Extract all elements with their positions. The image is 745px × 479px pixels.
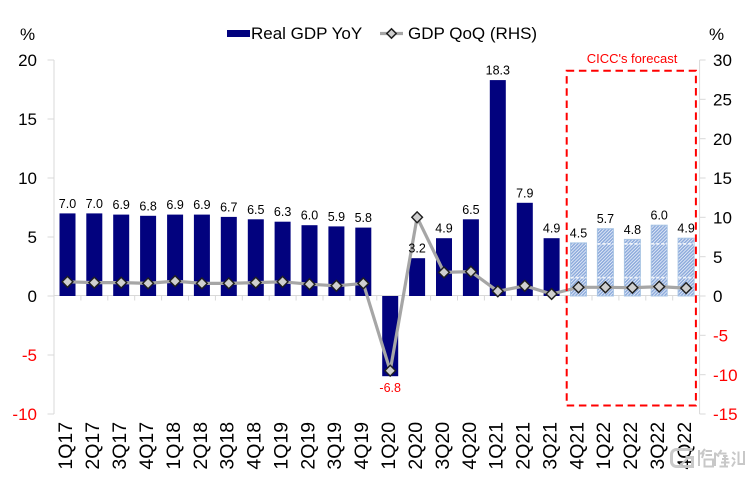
svg-text:3Q18: 3Q18 <box>217 422 239 470</box>
svg-text:-15: -15 <box>713 405 738 424</box>
svg-text:15: 15 <box>18 110 37 129</box>
svg-text:1Q20: 1Q20 <box>378 422 400 470</box>
svg-text:3Q20: 3Q20 <box>432 422 454 470</box>
svg-text:20: 20 <box>18 51 37 70</box>
svg-text:2Q20: 2Q20 <box>405 422 427 470</box>
svg-text:6.9: 6.9 <box>166 198 183 212</box>
svg-text:5: 5 <box>713 248 722 267</box>
svg-text:4.5: 4.5 <box>570 226 587 240</box>
svg-text:3Q19: 3Q19 <box>324 422 346 470</box>
svg-text:%: % <box>20 25 35 44</box>
svg-text:1Q18: 1Q18 <box>163 422 185 470</box>
svg-text:1Q22: 1Q22 <box>593 422 615 470</box>
svg-text:6.5: 6.5 <box>247 203 264 217</box>
svg-text:5.7: 5.7 <box>597 212 614 226</box>
svg-text:CICC's forecast: CICC's forecast <box>587 51 678 66</box>
svg-text:30: 30 <box>713 51 732 70</box>
svg-text:4.9: 4.9 <box>677 222 694 236</box>
svg-text:1Q21: 1Q21 <box>486 422 508 470</box>
svg-text:4Q19: 4Q19 <box>351 422 373 470</box>
svg-text:6.5: 6.5 <box>462 203 479 217</box>
svg-text:2Q17: 2Q17 <box>82 422 104 470</box>
svg-text:Real GDP YoY: Real GDP YoY <box>251 24 362 43</box>
svg-text:4Q18: 4Q18 <box>244 422 266 470</box>
svg-text:-5: -5 <box>22 346 37 365</box>
svg-text:18.3: 18.3 <box>486 64 510 78</box>
svg-text:20: 20 <box>713 130 732 149</box>
svg-text:GDP QoQ (RHS): GDP QoQ (RHS) <box>408 24 537 43</box>
svg-text:-10: -10 <box>12 405 37 424</box>
svg-text:10: 10 <box>18 169 37 188</box>
svg-text:0: 0 <box>713 287 722 306</box>
svg-text:2Q21: 2Q21 <box>513 422 535 470</box>
svg-text:2Q18: 2Q18 <box>190 422 212 470</box>
svg-text:6.9: 6.9 <box>113 198 130 212</box>
svg-text:-5: -5 <box>713 326 728 345</box>
svg-text:3Q21: 3Q21 <box>539 422 561 470</box>
svg-text:3Q22: 3Q22 <box>647 422 669 470</box>
svg-text:6.9: 6.9 <box>193 198 210 212</box>
svg-text:25: 25 <box>713 90 732 109</box>
svg-text:-10: -10 <box>713 366 738 385</box>
svg-text:4.9: 4.9 <box>543 222 560 236</box>
svg-text:3Q17: 3Q17 <box>109 422 131 470</box>
svg-text:4.9: 4.9 <box>435 222 452 236</box>
svg-text:7.0: 7.0 <box>59 197 76 211</box>
svg-text:1Q19: 1Q19 <box>270 422 292 470</box>
svg-text:1Q17: 1Q17 <box>55 422 77 470</box>
svg-text:-6.8: -6.8 <box>379 381 401 395</box>
svg-text:%: % <box>709 25 724 44</box>
svg-text:6.3: 6.3 <box>274 205 291 219</box>
svg-text:0: 0 <box>28 287 37 306</box>
svg-text:7.0: 7.0 <box>86 197 103 211</box>
svg-text:4.8: 4.8 <box>624 223 641 237</box>
svg-text:10: 10 <box>713 208 732 227</box>
svg-text:5.8: 5.8 <box>355 211 372 225</box>
svg-text:3.2: 3.2 <box>408 242 425 256</box>
svg-text:4Q17: 4Q17 <box>136 422 158 470</box>
svg-text:6.0: 6.0 <box>651 209 668 223</box>
svg-text:15: 15 <box>713 169 732 188</box>
svg-text:5: 5 <box>28 228 37 247</box>
svg-text:4Q20: 4Q20 <box>459 422 481 470</box>
svg-text:2Q22: 2Q22 <box>620 422 642 470</box>
svg-text:6.0: 6.0 <box>301 209 318 223</box>
svg-text:2Q19: 2Q19 <box>297 422 319 470</box>
svg-text:4Q21: 4Q21 <box>566 422 588 470</box>
svg-text:6.7: 6.7 <box>220 200 237 214</box>
svg-text:7.9: 7.9 <box>516 186 533 200</box>
svg-text:5.9: 5.9 <box>328 210 345 224</box>
svg-text:6.8: 6.8 <box>139 199 156 213</box>
